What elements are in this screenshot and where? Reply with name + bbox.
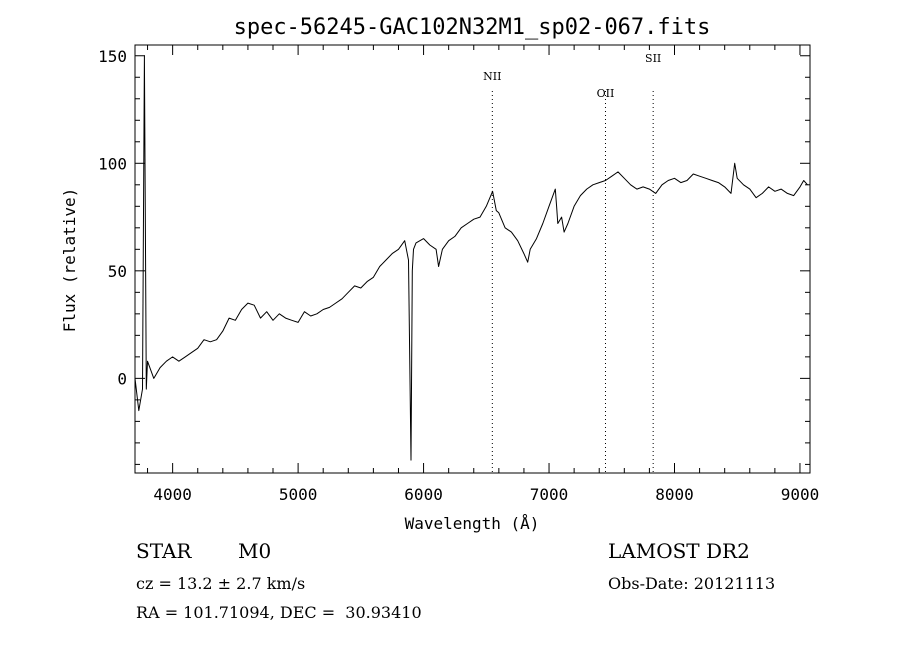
annotation-label: NII (483, 70, 501, 83)
object-subclass: M0 (238, 539, 272, 563)
y-tick-label: 0 (117, 369, 127, 388)
y-tick-label: 100 (98, 154, 127, 173)
axis-ticks: 4000 5000 6000 7000 8000 9000 0 50 100 150 (98, 45, 819, 504)
observation-date: Obs-Date: 20121113 (608, 574, 776, 593)
x-tick-label: 7000 (530, 485, 569, 504)
spectrum-series (134, 55, 808, 461)
redshift-text: cz = 13.2 ± 2.7 km/s (136, 574, 306, 593)
y-tick-label: 50 (108, 262, 127, 281)
plot-frame (134, 44, 811, 474)
object-type: STAR (136, 539, 192, 563)
annotation-label: OII (597, 87, 615, 100)
survey-name: LAMOST DR2 (608, 539, 750, 563)
y-axis-label: Flux (relative) (60, 188, 79, 333)
chart-title: spec-56245-GAC102N32M1_sp02-067.fits (234, 15, 711, 40)
coordinates-text: RA = 101.71094, DEC = 30.93410 (136, 603, 422, 622)
annotation-label: SII (645, 52, 661, 65)
line-annotations: NII OII SII (483, 52, 661, 473)
x-tick-label: 4000 (153, 485, 192, 504)
x-tick-label: 9000 (781, 485, 820, 504)
y-tick-label: 150 (98, 47, 127, 66)
x-tick-label: 6000 (404, 485, 443, 504)
spectrum-line (134, 55, 808, 461)
x-axis-label: Wavelength (Å) (405, 514, 540, 533)
x-tick-label: 5000 (279, 485, 318, 504)
x-tick-label: 8000 (655, 485, 694, 504)
